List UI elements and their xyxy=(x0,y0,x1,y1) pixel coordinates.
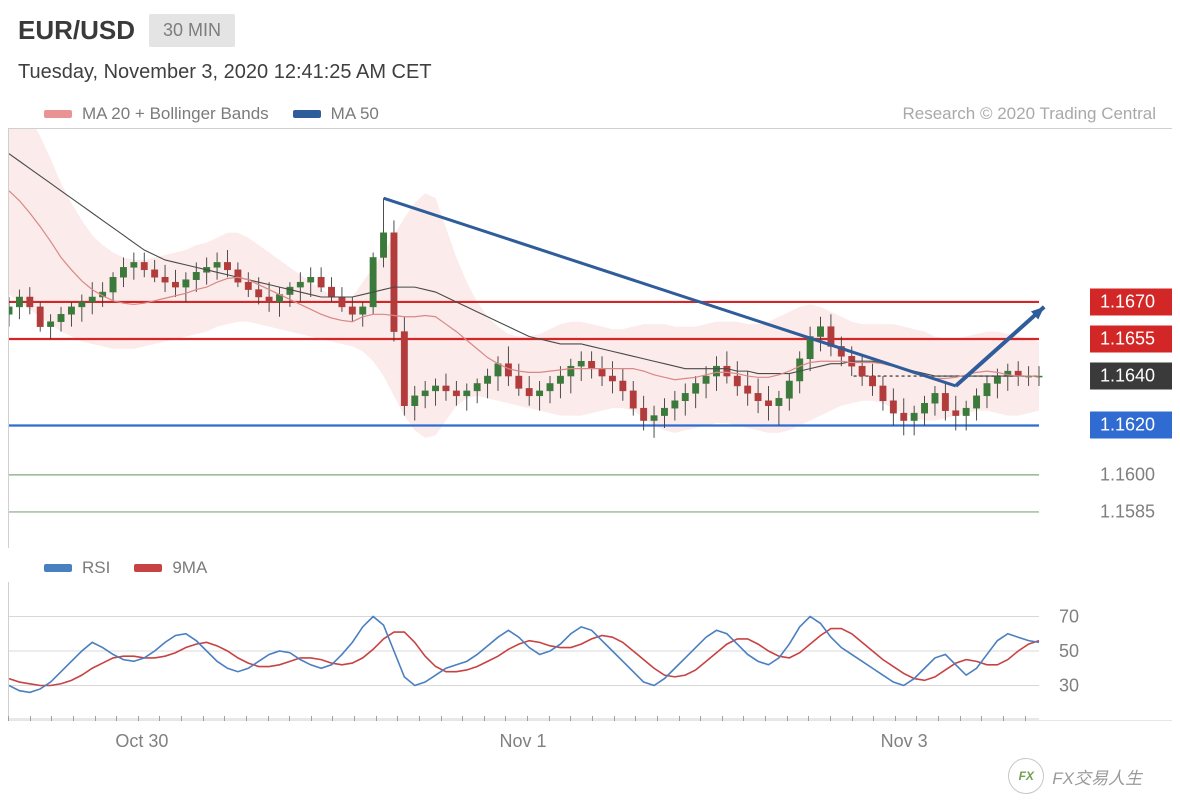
svg-text:70: 70 xyxy=(1059,607,1079,627)
price-label: 1.1670 xyxy=(1090,288,1172,315)
main-chart-svg xyxy=(9,129,1173,549)
price-label: 1.1640 xyxy=(1090,363,1172,390)
main-legend: MA 20 + Bollinger Bands MA 50 Research ©… xyxy=(0,96,1180,128)
legend-ma50: MA 50 xyxy=(293,104,379,124)
legend-rsi-label: RSI xyxy=(82,558,110,578)
rsi-legend: RSI 9MA xyxy=(0,548,1180,582)
swatch-ma20 xyxy=(44,110,72,118)
legend-ma20: MA 20 + Bollinger Bands xyxy=(44,104,269,124)
main-chart[interactable]: 1.1670 1.1655 1.1640 1.1620 1.1600 1.1585 xyxy=(8,128,1172,548)
watermark-icon: FX xyxy=(1008,758,1044,794)
x-axis-label: Nov 1 xyxy=(499,731,546,752)
price-label: 1.1600 xyxy=(1090,461,1172,488)
rsi-chart[interactable]: 70 50 30 xyxy=(8,582,1172,720)
price-label: 1.1655 xyxy=(1090,326,1172,353)
copyright: Research © 2020 Trading Central xyxy=(903,104,1157,124)
swatch-rsi xyxy=(44,564,72,572)
legend-ma50-label: MA 50 xyxy=(331,104,379,124)
swatch-ma50 xyxy=(293,110,321,118)
swatch-9ma xyxy=(134,564,162,572)
legend-9ma-label: 9MA xyxy=(172,558,207,578)
rsi-chart-svg: 70 50 30 xyxy=(9,582,1173,720)
legend-ma20-label: MA 20 + Bollinger Bands xyxy=(82,104,269,124)
trading-chart: EUR/USD 30 MIN Tuesday, November 3, 2020… xyxy=(0,0,1180,800)
chart-header: EUR/USD 30 MIN xyxy=(0,0,1180,55)
svg-text:30: 30 xyxy=(1059,676,1079,696)
watermark-text: FX交易人生 xyxy=(1052,764,1142,789)
price-label: 1.1620 xyxy=(1090,412,1172,439)
timeframe-badge[interactable]: 30 MIN xyxy=(149,14,235,47)
x-axis-label: Nov 3 xyxy=(881,731,928,752)
svg-text:50: 50 xyxy=(1059,641,1079,661)
watermark: FX FX交易人生 xyxy=(1008,758,1142,794)
x-axis-label: Oct 30 xyxy=(115,731,168,752)
datetime-label: Tuesday, November 3, 2020 12:41:25 AM CE… xyxy=(0,55,1180,96)
legend-9ma: 9MA xyxy=(134,558,207,578)
price-label: 1.1585 xyxy=(1090,498,1172,525)
currency-pair: EUR/USD xyxy=(18,15,135,46)
legend-rsi: RSI xyxy=(44,558,110,578)
x-axis: Oct 30 Nov 1 Nov 3 xyxy=(8,720,1172,760)
